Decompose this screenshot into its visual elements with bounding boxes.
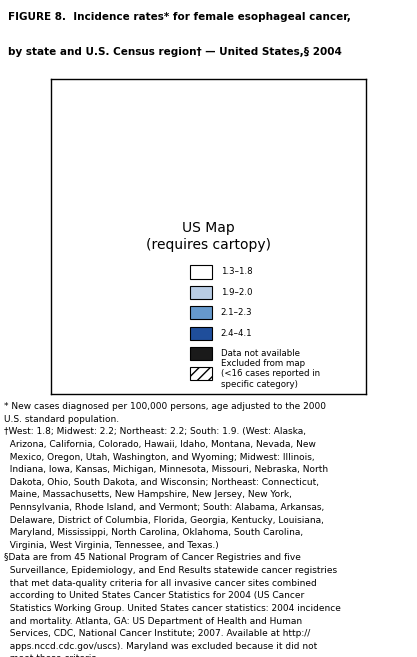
Text: Excluded from map
(<16 cases reported in
specific category): Excluded from map (<16 cases reported in… <box>221 359 320 389</box>
FancyBboxPatch shape <box>190 347 212 360</box>
Text: Arizona, California, Colorado, Hawaii, Idaho, Montana, Nevada, New: Arizona, California, Colorado, Hawaii, I… <box>4 440 316 449</box>
Text: * New cases diagnosed per 100,000 persons, age adjusted to the 2000: * New cases diagnosed per 100,000 person… <box>4 402 326 411</box>
Text: Virginia, West Virginia, Tennessee, and Texas.): Virginia, West Virginia, Tennessee, and … <box>4 541 219 550</box>
Text: 2.1–2.3: 2.1–2.3 <box>221 308 252 317</box>
Text: Mexico, Oregon, Utah, Washington, and Wyoming; Midwest: Illinois,: Mexico, Oregon, Utah, Washington, and Wy… <box>4 453 315 461</box>
Text: Delaware, District of Columbia, Florida, Georgia, Kentucky, Louisiana,: Delaware, District of Columbia, Florida,… <box>4 516 324 524</box>
Text: Maryland, Mississippi, North Carolina, Oklahoma, South Carolina,: Maryland, Mississippi, North Carolina, O… <box>4 528 303 537</box>
Text: U.S. standard population.: U.S. standard population. <box>4 415 119 424</box>
Text: apps.nccd.cdc.gov/uscs). Maryland was excluded because it did not: apps.nccd.cdc.gov/uscs). Maryland was ex… <box>4 642 317 650</box>
Text: Statistics Working Group. United States cancer statistics: 2004 incidence: Statistics Working Group. United States … <box>4 604 341 613</box>
Text: †West: 1.8; Midwest: 2.2; Northeast: 2.2; South: 1.9. (West: Alaska,: †West: 1.8; Midwest: 2.2; Northeast: 2.2… <box>4 427 306 436</box>
Text: 1.3–1.8: 1.3–1.8 <box>221 267 252 277</box>
Text: Surveillance, Epidemiology, and End Results statewide cancer registries: Surveillance, Epidemiology, and End Resu… <box>4 566 337 575</box>
FancyBboxPatch shape <box>190 306 212 319</box>
Text: §Data are from 45 National Program of Cancer Registries and five: §Data are from 45 National Program of Ca… <box>4 553 301 562</box>
Text: FIGURE 8.  Incidence rates* for female esophageal cancer,: FIGURE 8. Incidence rates* for female es… <box>8 12 351 22</box>
FancyBboxPatch shape <box>190 327 212 340</box>
Text: Maine, Massachusetts, New Hampshire, New Jersey, New York,: Maine, Massachusetts, New Hampshire, New… <box>4 490 292 499</box>
Text: Dakota, Ohio, South Dakota, and Wisconsin; Northeast: Connecticut,: Dakota, Ohio, South Dakota, and Wisconsi… <box>4 478 319 487</box>
Text: Pennsylvania, Rhode Island, and Vermont; South: Alabama, Arkansas,: Pennsylvania, Rhode Island, and Vermont;… <box>4 503 324 512</box>
Text: Services, CDC, National Cancer Institute; 2007. Available at http://: Services, CDC, National Cancer Institute… <box>4 629 310 638</box>
FancyBboxPatch shape <box>190 286 212 299</box>
Text: according to United States Cancer Statistics for 2004 (US Cancer: according to United States Cancer Statis… <box>4 591 304 600</box>
Text: Data not available: Data not available <box>221 349 300 358</box>
Text: and mortality. Atlanta, GA: US Department of Health and Human: and mortality. Atlanta, GA: US Departmen… <box>4 616 302 625</box>
Text: meet these criteria.: meet these criteria. <box>4 654 100 657</box>
Text: by state and U.S. Census region† — United States,§ 2004: by state and U.S. Census region† — Unite… <box>8 47 342 57</box>
Text: 2.4–4.1: 2.4–4.1 <box>221 328 252 338</box>
Text: that met data-quality criteria for all invasive cancer sites combined: that met data-quality criteria for all i… <box>4 579 317 587</box>
FancyBboxPatch shape <box>190 265 212 279</box>
Text: US Map
(requires cartopy): US Map (requires cartopy) <box>146 221 271 252</box>
FancyBboxPatch shape <box>190 367 212 380</box>
Text: Indiana, Iowa, Kansas, Michigan, Minnesota, Missouri, Nebraska, North: Indiana, Iowa, Kansas, Michigan, Minneso… <box>4 465 328 474</box>
Text: 1.9–2.0: 1.9–2.0 <box>221 288 252 297</box>
